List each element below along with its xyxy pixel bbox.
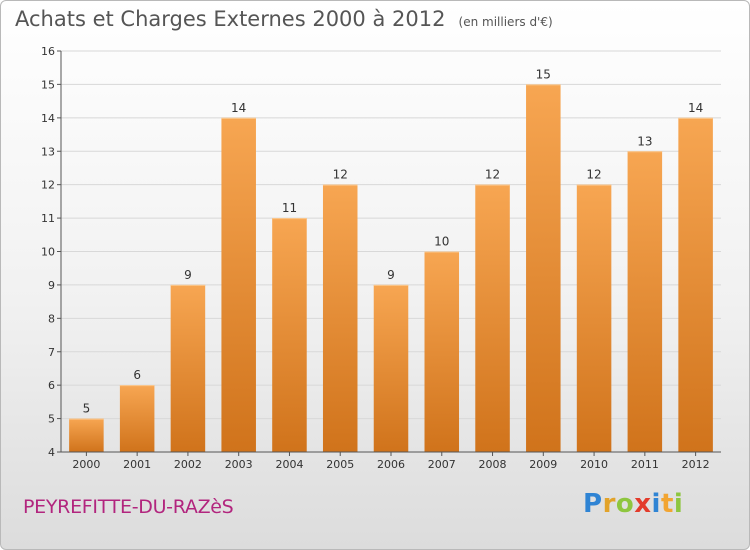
x-tick-label: 2011 <box>631 458 659 471</box>
y-tick-label: 5 <box>48 413 55 426</box>
bar-2006 <box>373 284 409 452</box>
y-tick-label: 6 <box>48 379 55 392</box>
y-tick-label: 10 <box>41 246 55 259</box>
data-label: 5 <box>83 402 91 416</box>
y-tick-label: 8 <box>48 312 55 325</box>
x-tick-label: 2004 <box>275 458 303 471</box>
data-label: 9 <box>184 268 192 282</box>
data-label: 13 <box>637 134 652 148</box>
x-tick-label: 2012 <box>682 458 710 471</box>
chart-title: Achats et Charges Externes 2000 à 2012 (… <box>15 7 553 31</box>
y-tick-label: 12 <box>41 179 55 192</box>
data-label: 12 <box>485 168 500 182</box>
x-tick-label: 2006 <box>377 458 405 471</box>
bar-2001 <box>119 385 155 452</box>
logo-letter: i <box>651 489 661 519</box>
bar-2008 <box>475 184 510 452</box>
x-tick-label: 2002 <box>174 458 202 471</box>
bar-2007 <box>424 251 460 452</box>
bars: 5 6 9 14 11 12 9 10 12 15 12 13 14 <box>69 67 713 453</box>
data-label: 9 <box>387 268 395 282</box>
x-tick-label: 2009 <box>529 458 557 471</box>
city-name: PEYREFITTE-DU-RAZèS <box>23 496 234 518</box>
data-label: 15 <box>536 67 551 81</box>
y-tick-label: 7 <box>48 346 55 359</box>
bar-2011 <box>627 151 663 452</box>
chart-title-text: Achats et Charges Externes 2000 à 2012 <box>15 7 446 31</box>
data-label: 6 <box>133 368 141 382</box>
y-tick-label: 9 <box>48 279 55 292</box>
x-tick-label: 2008 <box>479 458 507 471</box>
x-tick-label: 2010 <box>580 458 608 471</box>
y-tick-label: 11 <box>41 212 55 225</box>
data-label: 14 <box>231 101 246 115</box>
bar-2010 <box>576 184 612 452</box>
logo-letter: i <box>673 489 684 519</box>
y-tick-label: 16 <box>41 45 55 58</box>
logo-letter: P <box>583 489 603 519</box>
y-tick-label: 15 <box>41 78 55 91</box>
x-tick-label: 2005 <box>326 458 354 471</box>
data-label: 10 <box>434 235 449 249</box>
logo-letter: t <box>660 489 674 519</box>
logo-letter: r <box>602 489 616 519</box>
y-tick-label: 13 <box>41 145 55 158</box>
logo-letter: x <box>634 489 652 519</box>
x-tick-label: 2000 <box>72 458 100 471</box>
bar-2003 <box>221 117 256 452</box>
data-label: 12 <box>586 168 601 182</box>
proxiti-logo: Proxiti <box>583 489 683 519</box>
y-tick-label: 14 <box>41 112 55 125</box>
bar-2004 <box>272 218 307 452</box>
bar-2002 <box>170 284 206 452</box>
chart-subtitle: (en milliers d'€) <box>458 15 553 29</box>
logo-letter: o <box>615 489 635 519</box>
x-tick-label: 2001 <box>123 458 151 471</box>
y-tick-label: 4 <box>48 446 55 459</box>
bar-2000 <box>69 418 104 452</box>
data-label: 11 <box>282 201 297 215</box>
data-label: 14 <box>688 101 703 115</box>
bar-2012 <box>678 117 713 452</box>
bar-2005 <box>322 184 358 452</box>
x-tick-label: 2007 <box>428 458 456 471</box>
axes: 4 5 6 7 8 9 10 11 12 13 14 15 16 2000 2001 2002 2003 2004… <box>41 45 721 471</box>
data-label: 12 <box>333 168 348 182</box>
bar-2009 <box>526 84 561 453</box>
x-tick-label: 2003 <box>225 458 253 471</box>
